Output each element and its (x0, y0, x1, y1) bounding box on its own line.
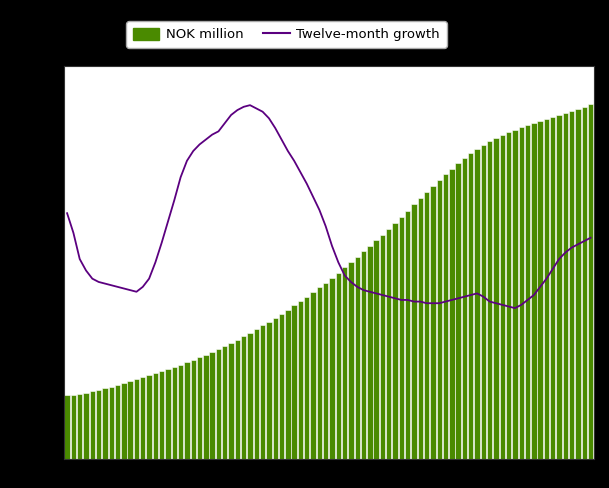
Bar (518, 127, 524, 459)
Bar (203, 355, 208, 459)
Bar (538, 121, 543, 459)
Bar (273, 318, 278, 459)
Bar (512, 130, 518, 459)
Bar (386, 229, 392, 459)
Bar (576, 109, 581, 459)
Bar (83, 393, 89, 459)
Bar (550, 117, 555, 459)
Bar (121, 383, 127, 459)
Bar (487, 142, 493, 459)
Bar (292, 305, 297, 459)
Bar (392, 223, 398, 459)
Bar (588, 104, 593, 459)
Bar (405, 211, 410, 459)
Bar (90, 391, 95, 459)
Bar (279, 314, 284, 459)
Bar (348, 262, 354, 459)
Bar (456, 163, 461, 459)
Bar (197, 357, 202, 459)
Bar (569, 111, 574, 459)
Bar (216, 349, 221, 459)
Bar (323, 283, 328, 459)
Bar (399, 217, 404, 459)
Bar (96, 390, 101, 459)
Bar (134, 379, 139, 459)
Bar (247, 333, 253, 459)
Bar (342, 267, 347, 459)
Bar (140, 377, 146, 459)
Bar (411, 204, 417, 459)
Bar (108, 386, 114, 459)
Bar (228, 343, 234, 459)
Bar (418, 198, 423, 459)
Bar (209, 352, 215, 459)
Bar (557, 115, 561, 459)
Bar (260, 325, 266, 459)
Bar (285, 309, 290, 459)
Bar (65, 395, 70, 459)
Bar (499, 135, 505, 459)
Bar (430, 186, 435, 459)
Bar (241, 336, 247, 459)
Bar (373, 240, 379, 459)
Bar (172, 367, 177, 459)
Bar (191, 360, 196, 459)
Bar (165, 369, 171, 459)
Bar (462, 158, 467, 459)
Bar (563, 113, 568, 459)
Bar (437, 180, 442, 459)
Bar (380, 235, 385, 459)
Bar (474, 149, 480, 459)
Bar (127, 381, 133, 459)
Bar (361, 251, 366, 459)
Bar (234, 340, 240, 459)
Bar (506, 132, 512, 459)
Bar (336, 273, 341, 459)
Bar (544, 119, 549, 459)
Bar (304, 297, 309, 459)
Bar (266, 322, 272, 459)
Bar (115, 385, 120, 459)
Bar (178, 365, 183, 459)
Bar (311, 292, 316, 459)
Bar (71, 395, 76, 459)
Bar (449, 168, 454, 459)
Bar (354, 257, 360, 459)
Bar (468, 153, 473, 459)
Bar (481, 145, 486, 459)
Bar (443, 174, 448, 459)
Bar (582, 107, 587, 459)
Bar (159, 371, 164, 459)
Legend: NOK million, Twelve-month growth: NOK million, Twelve-month growth (127, 21, 446, 48)
Bar (146, 375, 152, 459)
Bar (298, 301, 303, 459)
Bar (222, 346, 228, 459)
Bar (253, 329, 259, 459)
Bar (77, 394, 82, 459)
Bar (153, 373, 158, 459)
Bar (493, 138, 499, 459)
Bar (424, 192, 429, 459)
Bar (367, 246, 373, 459)
Bar (329, 278, 335, 459)
Bar (317, 287, 322, 459)
Bar (525, 125, 530, 459)
Bar (102, 388, 108, 459)
Bar (531, 122, 537, 459)
Bar (185, 363, 189, 459)
